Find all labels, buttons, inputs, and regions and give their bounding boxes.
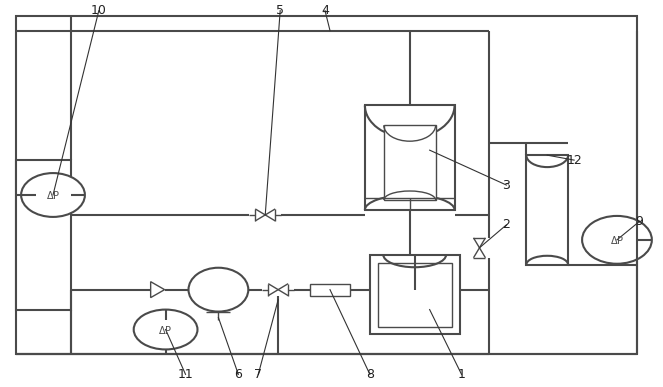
Text: 6: 6	[235, 368, 242, 381]
Text: 2: 2	[503, 218, 511, 231]
Bar	[16, 15, 637, 354]
Bar	[526, 155, 568, 265]
Text: 5: 5	[276, 4, 284, 17]
Text: 9: 9	[635, 216, 643, 228]
Bar	[310, 284, 350, 296]
Text: 7: 7	[255, 368, 263, 381]
Text: 3: 3	[503, 178, 511, 192]
Bar	[384, 125, 436, 200]
Bar	[370, 255, 459, 334]
Text: 10: 10	[91, 4, 107, 17]
Text: 12: 12	[566, 154, 582, 167]
Bar	[365, 105, 455, 210]
Text: $\Delta$P: $\Delta$P	[46, 189, 60, 201]
Ellipse shape	[582, 216, 652, 264]
Text: 4: 4	[321, 4, 329, 17]
Ellipse shape	[134, 310, 198, 349]
Text: 8: 8	[366, 368, 374, 381]
Bar	[378, 263, 452, 327]
Ellipse shape	[21, 173, 85, 217]
Text: 11: 11	[178, 368, 194, 381]
Text: 1: 1	[457, 368, 465, 381]
Bar	[16, 160, 71, 310]
Text: $\Delta$P: $\Delta$P	[158, 324, 173, 336]
Text: $\Delta$P: $\Delta$P	[610, 234, 624, 246]
Ellipse shape	[188, 268, 249, 312]
